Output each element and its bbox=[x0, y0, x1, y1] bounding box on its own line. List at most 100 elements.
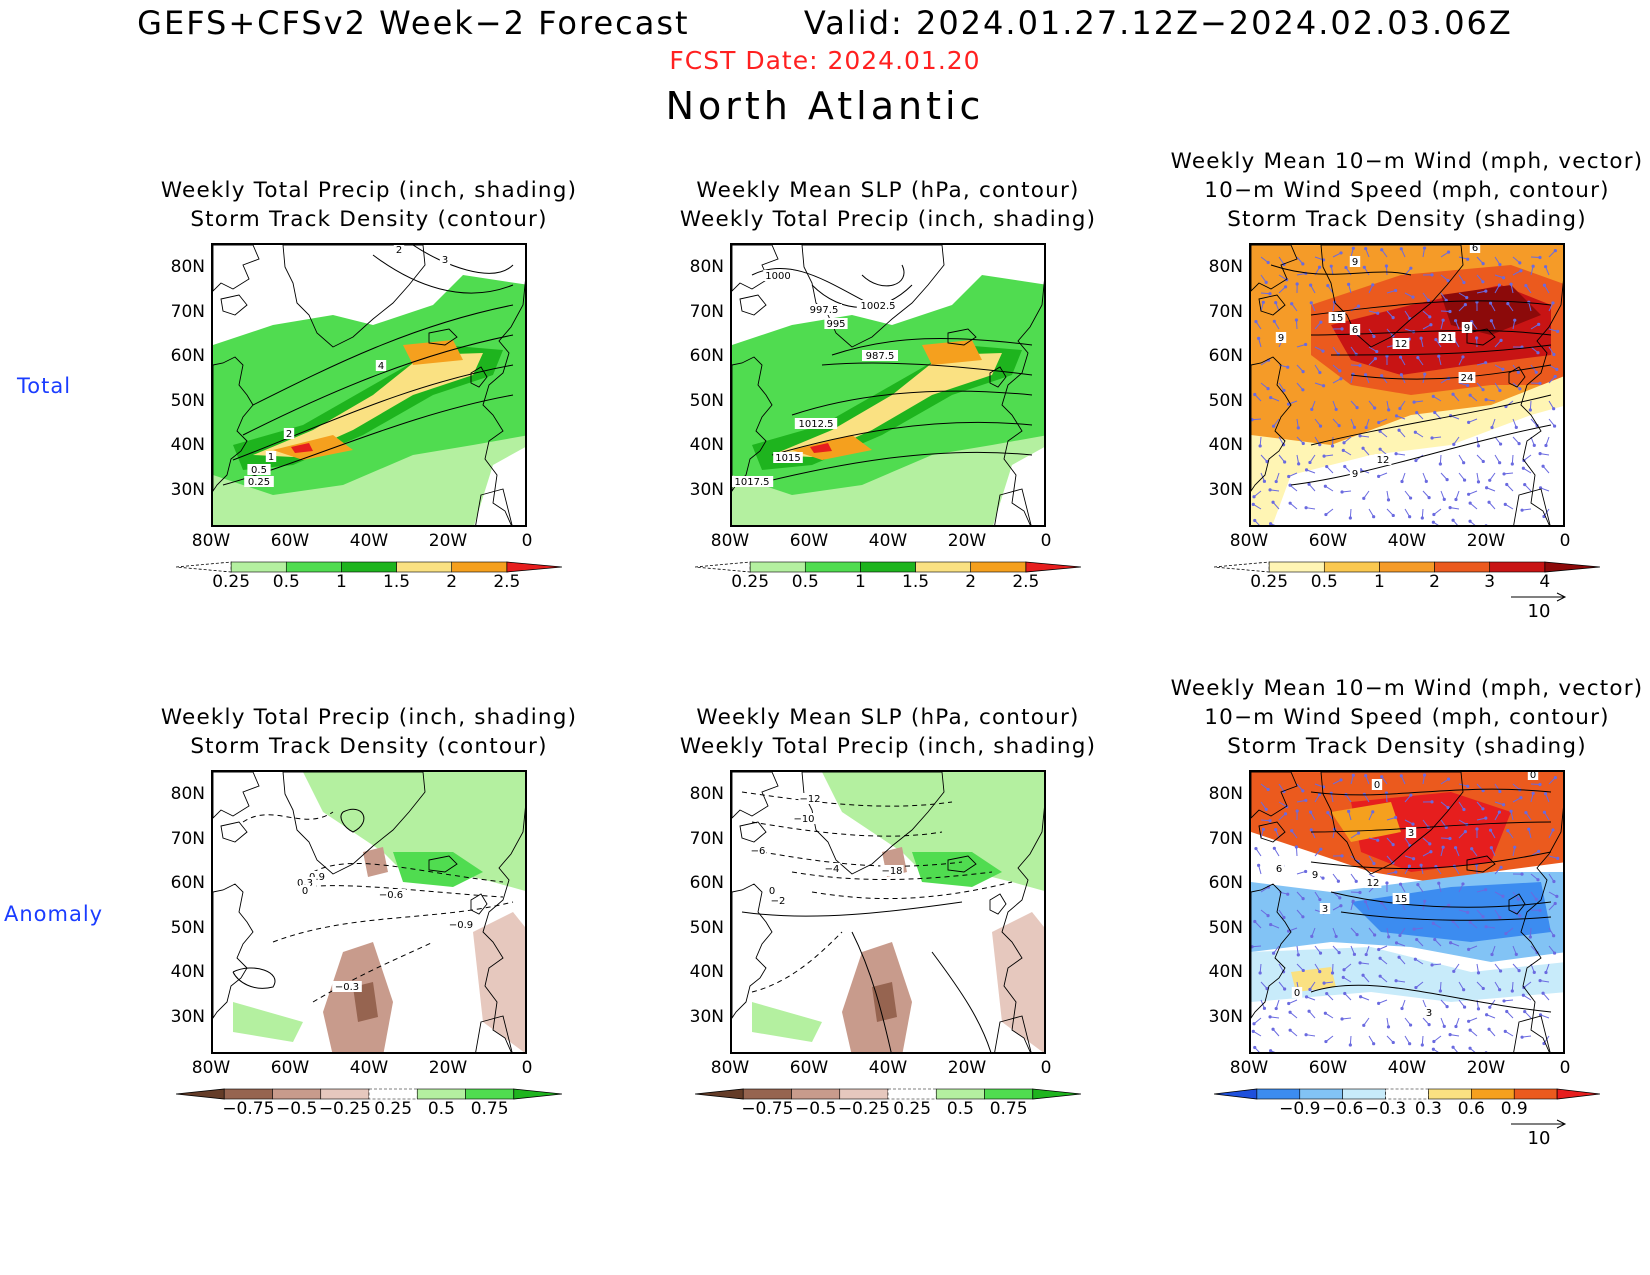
contour-line bbox=[1310, 330, 1552, 336]
contour-label-bg bbox=[1371, 779, 1383, 790]
colorbar-arrow-left bbox=[695, 1088, 744, 1100]
colorbar-svg bbox=[176, 1088, 562, 1100]
wind-vector-head bbox=[1269, 922, 1273, 927]
contour-label-bg bbox=[439, 254, 451, 265]
contour-label: 1012.5 bbox=[799, 419, 834, 430]
contours bbox=[242, 811, 514, 1003]
wind-vector-head bbox=[1552, 407, 1556, 411]
region-title: North Atlantic bbox=[665, 84, 985, 128]
wind-vector-head bbox=[1484, 1051, 1488, 1052]
wind-vector-head bbox=[1409, 266, 1413, 270]
contour-line bbox=[831, 337, 1033, 356]
wind-vector-head bbox=[1476, 1007, 1481, 1011]
wind-vector-head bbox=[1408, 1042, 1412, 1046]
colorbar-label: 0.25 bbox=[731, 572, 770, 592]
wind-vector-head bbox=[1309, 828, 1313, 832]
wind-vector-head bbox=[1376, 311, 1380, 315]
shading-region bbox=[474, 447, 525, 525]
wind-vector-head bbox=[1268, 1015, 1272, 1019]
wind-vector-head bbox=[1251, 1029, 1255, 1033]
europe-coast bbox=[1520, 280, 1563, 525]
colorbar-segment bbox=[396, 561, 453, 573]
wind-vector-head bbox=[1445, 478, 1449, 482]
wind-vector-head bbox=[1524, 810, 1528, 815]
wind-vector-head bbox=[1356, 831, 1361, 835]
wind-vector-head bbox=[1301, 370, 1305, 374]
wind-vector-head bbox=[1355, 406, 1359, 410]
contour-label: 3 bbox=[1322, 904, 1328, 915]
panel-title-line: Weekly Total Precip (inch, shading) bbox=[679, 734, 1097, 759]
wind-vector-head bbox=[1394, 815, 1398, 820]
colorbar bbox=[695, 1086, 1081, 1102]
colorbar-segment bbox=[970, 561, 1027, 573]
lat-tick-label: 40N bbox=[689, 435, 724, 456]
map-svg: 1000 997.5 1002.5 995 987.5 1012.5 1015 1017.5 bbox=[732, 245, 1044, 525]
panel-title-line: Storm Track Density (contour) bbox=[190, 207, 548, 232]
panel-title-line: Weekly Total Precip (inch, shading) bbox=[679, 207, 1097, 232]
colorbar-label: 2 bbox=[1429, 572, 1440, 592]
wind-vector-head bbox=[1364, 952, 1368, 957]
wind-vector-head bbox=[1484, 888, 1488, 892]
wind-vector-head bbox=[1251, 502, 1255, 506]
lat-tick-label: 40N bbox=[1208, 962, 1243, 983]
wind-vector-head bbox=[1352, 952, 1357, 956]
iceland bbox=[947, 328, 977, 346]
wind-vector-head bbox=[1362, 496, 1366, 500]
shading-region bbox=[303, 772, 525, 891]
colorbar-label: 1.5 bbox=[902, 572, 930, 592]
colorbar-arrow-right bbox=[1544, 561, 1600, 573]
wind-vector-head bbox=[1329, 264, 1333, 268]
wind-vector-head bbox=[1423, 372, 1427, 376]
baffin-island bbox=[1258, 821, 1286, 843]
wind-vector-head bbox=[1358, 890, 1362, 895]
wind-vector-head bbox=[1451, 518, 1455, 522]
wind-vector-head bbox=[1432, 1039, 1436, 1044]
wind-vector-head bbox=[1308, 460, 1312, 465]
colorbar-label: 0.25 bbox=[374, 1099, 413, 1119]
contour-line bbox=[1270, 264, 1412, 276]
contour-label-bg bbox=[1527, 772, 1539, 780]
wind-vector-head bbox=[1463, 303, 1467, 307]
wind-vector-head bbox=[1467, 420, 1471, 424]
colorbar bbox=[695, 559, 1081, 575]
colorbar-segment bbox=[1434, 561, 1491, 573]
wind-vector-head bbox=[1431, 921, 1435, 925]
contour-label: 997.5 bbox=[810, 305, 839, 316]
wind-vector-head bbox=[1362, 1023, 1366, 1027]
colorbar-segment bbox=[1513, 1088, 1558, 1100]
colorbar-svg bbox=[695, 561, 1081, 573]
lon-tick-label: 80W bbox=[191, 1058, 231, 1078]
british-isles bbox=[1508, 366, 1526, 388]
lon-tick-label: 0 bbox=[521, 1058, 533, 1078]
wind-vector-head bbox=[1266, 260, 1270, 265]
wind-vector-head bbox=[1429, 850, 1433, 854]
wind-vector-head bbox=[1362, 265, 1366, 269]
wind-vector-head bbox=[1489, 846, 1493, 850]
wind-vector-head bbox=[1429, 323, 1433, 327]
wind-vector-head bbox=[1468, 1028, 1472, 1032]
shading-region bbox=[912, 852, 1002, 887]
wind-vector-head bbox=[1268, 819, 1272, 823]
contour-label-bg bbox=[1469, 245, 1481, 253]
wind-vector-head bbox=[1442, 497, 1446, 501]
wind-vector-head bbox=[1283, 987, 1287, 991]
wind-vector-head bbox=[1347, 282, 1351, 286]
shading-region bbox=[993, 447, 1044, 525]
lat-tick-label: 80N bbox=[1208, 784, 1243, 804]
wind-vector-head bbox=[1556, 856, 1560, 860]
iceland bbox=[428, 855, 458, 873]
wind-vector-head bbox=[1502, 472, 1506, 476]
panel-title-line: Weekly Mean 10−m Wind (mph, vector) bbox=[1170, 676, 1644, 701]
wind-vector-head bbox=[1269, 1049, 1273, 1052]
wind-vector-head bbox=[1355, 933, 1359, 937]
wind-vector-head bbox=[1484, 816, 1488, 820]
wind-vector-head bbox=[1420, 1043, 1424, 1047]
wind-vector-head bbox=[1430, 963, 1434, 967]
wind-vector-head bbox=[1286, 402, 1291, 406]
lon-tick-label: 60W bbox=[270, 1058, 310, 1078]
wind-vector-head bbox=[1342, 968, 1346, 972]
wind-vector-head bbox=[1324, 1039, 1328, 1044]
wind-vector-head bbox=[1427, 1023, 1431, 1027]
contour-label: 1017.5 bbox=[735, 477, 770, 488]
wind-vector-head bbox=[1516, 370, 1520, 374]
